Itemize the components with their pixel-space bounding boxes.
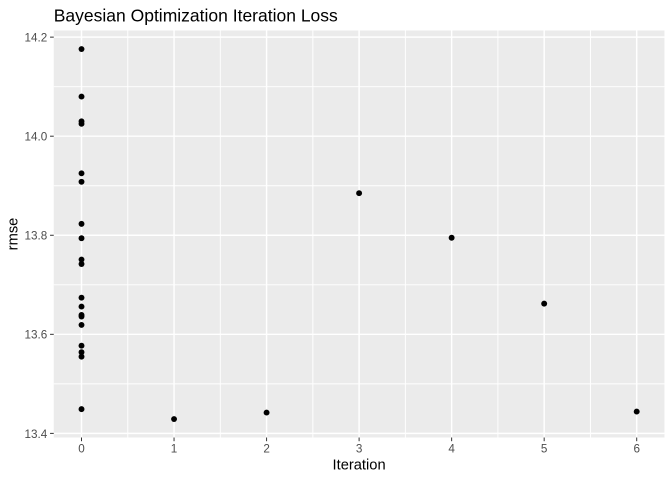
data-point xyxy=(78,313,85,320)
data-point xyxy=(541,300,548,307)
y-axis-title: rmse xyxy=(6,218,22,251)
points-layer xyxy=(78,46,640,422)
data-point xyxy=(78,120,85,127)
data-point xyxy=(78,256,85,263)
data-point xyxy=(78,93,85,100)
x-tick-label: 2 xyxy=(263,443,270,456)
x-tick-label: 1 xyxy=(171,443,178,456)
x-tick-label: 5 xyxy=(541,443,548,456)
data-point xyxy=(78,321,85,328)
data-point xyxy=(78,170,85,177)
x-axis-title: Iteration xyxy=(333,458,386,474)
data-point xyxy=(633,408,640,415)
data-point xyxy=(78,342,85,349)
data-point xyxy=(448,234,455,241)
major-gridlines-layer xyxy=(53,30,665,438)
y-tick-label: 13.6 xyxy=(25,329,48,342)
x-tick-label: 0 xyxy=(78,443,85,456)
data-point xyxy=(78,235,85,242)
data-point xyxy=(78,303,85,310)
data-point xyxy=(78,406,85,413)
data-point xyxy=(78,220,85,227)
data-point xyxy=(78,46,85,52)
x-tick-label: 4 xyxy=(448,443,455,456)
x-tick-label: 3 xyxy=(356,443,363,456)
data-point xyxy=(78,178,85,185)
y-tick-label: 14.2 xyxy=(25,32,48,45)
data-point xyxy=(263,409,270,416)
y-tick-label: 13.4 xyxy=(25,428,48,441)
x-tick-label: 6 xyxy=(633,443,640,456)
data-point xyxy=(78,294,85,301)
y-tick-label: 13.8 xyxy=(25,230,48,243)
axes-layer: 0 1 2 3 4 5 6 13.4 13.6 13.8 14.0 14.2 xyxy=(25,32,640,456)
data-point xyxy=(78,353,85,360)
data-point xyxy=(78,349,85,356)
data-point xyxy=(356,190,363,197)
y-tick-label: 14.0 xyxy=(25,131,48,144)
data-point xyxy=(78,261,85,267)
chart-title: Bayesian Optimization Iteration Loss xyxy=(54,6,338,26)
data-point xyxy=(171,416,177,422)
